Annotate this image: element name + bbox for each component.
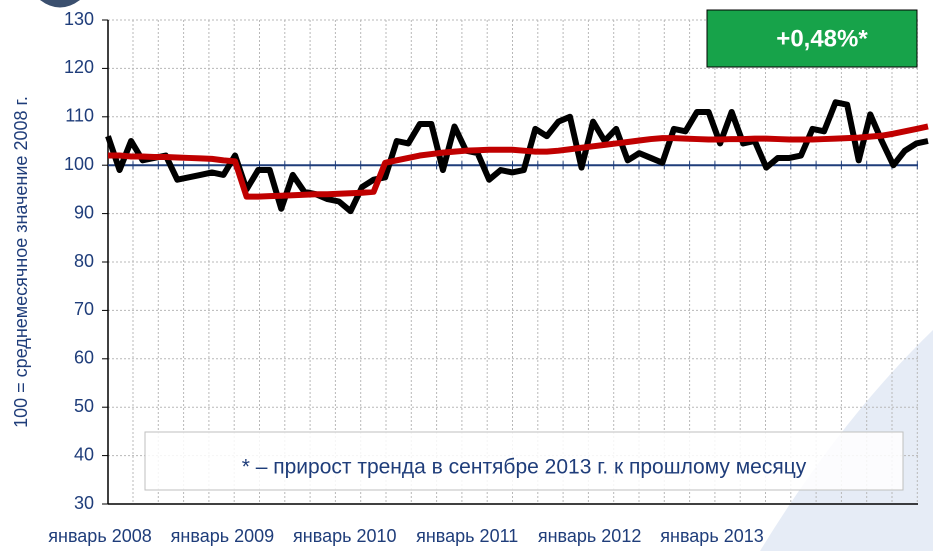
- y-tick-label: 60: [74, 348, 94, 368]
- y-tick-label: 40: [74, 444, 94, 464]
- y-tick-label: 100: [64, 154, 94, 174]
- x-tick-label: январь 2008: [48, 526, 152, 546]
- annotation: * – прирост тренда в сентябре 2013 г. к …: [242, 456, 807, 479]
- y-tick-label: 50: [74, 396, 94, 416]
- y-tick-label: 110: [65, 106, 94, 126]
- y-tick-label: 80: [74, 251, 94, 271]
- annotation-box: [144, 431, 904, 491]
- badge: +0,48%*: [776, 25, 868, 52]
- x-tick-label: январь 2012: [538, 526, 642, 546]
- x-tick-label: январь 2010: [293, 526, 397, 546]
- y-tick-label: 130: [64, 9, 94, 29]
- x-tick-label: январь 2011: [416, 526, 518, 546]
- series-line: [105, 99, 929, 215]
- corner-ornament: [40, 0, 80, 8]
- grid: [108, 19, 918, 504]
- x-tick-label: январь 2009: [171, 526, 275, 546]
- y-axis-label: 100 = среднемесячное значение 2008 г.: [11, 96, 31, 428]
- y-tick-label: 90: [74, 202, 94, 222]
- y-tick-label: 70: [74, 299, 94, 319]
- x-tick-label: январь 2013: [660, 526, 764, 546]
- badge-box: [706, 9, 918, 68]
- y-tick-label: 30: [74, 493, 94, 513]
- series-line: [108, 123, 929, 200]
- y-tick-label: 120: [64, 57, 94, 77]
